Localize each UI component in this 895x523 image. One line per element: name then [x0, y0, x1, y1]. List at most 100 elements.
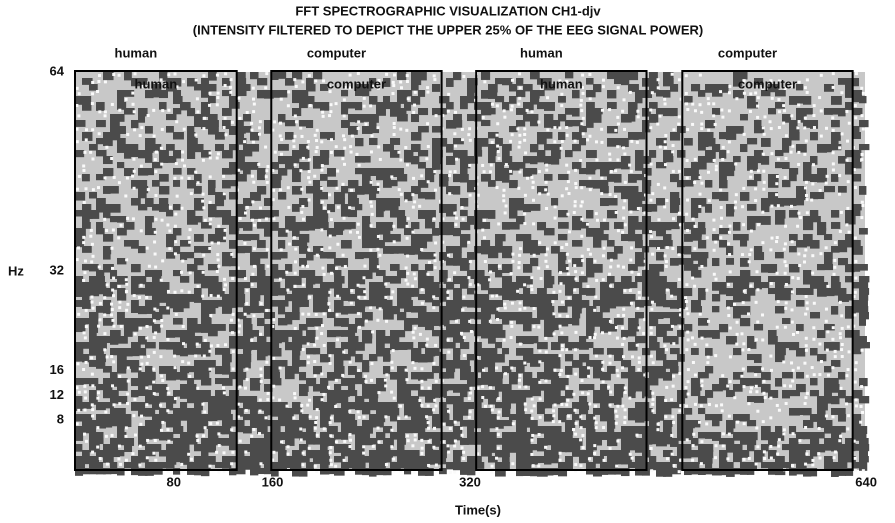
- texture-light: [329, 110, 332, 113]
- texture-dark: [446, 144, 454, 153]
- texture-light: [790, 205, 793, 208]
- texture-dark: [82, 342, 90, 349]
- texture-light: [496, 186, 499, 189]
- texture-light: [652, 361, 655, 364]
- texture-light: [384, 415, 387, 418]
- texture-dark: [530, 390, 541, 396]
- texture-dark: [719, 180, 728, 188]
- texture-light: [166, 409, 169, 412]
- texture-light: [601, 368, 604, 371]
- texture-light: [223, 192, 226, 195]
- texture-light: [854, 236, 857, 239]
- texture-light: [623, 421, 626, 424]
- texture-light: [202, 193, 205, 196]
- texture-light: [672, 144, 675, 147]
- texture-light: [482, 369, 485, 372]
- texture-light: [125, 283, 128, 286]
- texture-dark: [131, 288, 138, 295]
- texture-light: [574, 433, 577, 436]
- texture-dark: [747, 222, 756, 230]
- texture-dark: [96, 198, 106, 204]
- texture-light: [573, 289, 576, 292]
- texture-light: [223, 278, 226, 281]
- texture-light: [593, 309, 596, 312]
- texture-light: [294, 114, 297, 117]
- texture-light: [587, 392, 590, 395]
- texture-light: [390, 296, 393, 299]
- texture-light: [146, 325, 149, 328]
- texture-light: [363, 290, 366, 293]
- texture-light: [259, 398, 262, 401]
- texture-dark: [586, 90, 596, 97]
- texture-dark: [593, 240, 601, 248]
- texture-light: [735, 97, 738, 100]
- texture-dark: [845, 450, 852, 457]
- texture-dark: [810, 348, 818, 355]
- texture-light: [187, 236, 190, 239]
- texture-dark: [194, 186, 202, 194]
- texture-light: [664, 102, 667, 105]
- texture-light: [736, 321, 739, 324]
- texture-dark: [663, 402, 671, 409]
- texture-light: [524, 408, 527, 411]
- texture-light: [523, 362, 526, 365]
- texture-dark: [691, 234, 702, 241]
- texture-dark: [754, 276, 761, 283]
- texture-light: [308, 296, 311, 299]
- texture-light: [133, 110, 136, 113]
- texture-light: [197, 181, 200, 184]
- texture-light: [791, 308, 794, 311]
- texture-dark: [600, 372, 611, 380]
- texture-light: [239, 217, 242, 220]
- texture-light: [82, 164, 85, 167]
- texture-dark: [544, 270, 552, 277]
- texture-light: [400, 86, 403, 89]
- texture-light: [567, 415, 570, 418]
- texture-light: [180, 176, 183, 179]
- texture-light: [160, 147, 163, 150]
- texture-light: [83, 385, 86, 388]
- texture-light: [587, 366, 590, 369]
- texture-light: [481, 229, 484, 232]
- texture-light: [496, 134, 499, 137]
- texture-light: [393, 240, 396, 243]
- texture-dark: [397, 168, 404, 175]
- texture-light: [203, 354, 206, 357]
- texture-dark: [789, 390, 800, 396]
- texture-light: [782, 432, 785, 435]
- texture-light: [188, 177, 191, 180]
- texture-light: [784, 272, 787, 275]
- texture-light: [860, 216, 863, 219]
- segment-label: computer: [327, 76, 386, 91]
- texture-light: [593, 444, 596, 447]
- texture-dark: [502, 348, 509, 354]
- texture-light: [749, 110, 752, 113]
- texture-light: [769, 445, 772, 448]
- texture-light: [133, 294, 136, 297]
- texture-light: [279, 188, 282, 191]
- texture-light: [595, 158, 598, 161]
- texture-dark: [180, 444, 189, 450]
- texture-light: [272, 189, 275, 192]
- texture-light: [750, 248, 753, 251]
- texture-light: [481, 396, 484, 399]
- texture-light: [349, 231, 352, 234]
- texture-light: [428, 440, 431, 443]
- texture-dark: [740, 144, 747, 152]
- texture-light: [447, 93, 450, 96]
- texture-light: [344, 265, 347, 268]
- texture-light: [196, 434, 199, 437]
- texture-light: [216, 103, 219, 106]
- texture-light: [292, 416, 295, 419]
- texture-light: [131, 175, 134, 178]
- texture-dark: [453, 246, 462, 253]
- texture-dark: [586, 384, 594, 390]
- texture-light: [616, 374, 619, 377]
- texture-light: [721, 116, 724, 119]
- texture-light: [153, 319, 156, 322]
- texture-light: [131, 92, 134, 95]
- texture-dark: [194, 204, 203, 211]
- texture-dark: [509, 444, 516, 453]
- texture-light: [238, 117, 241, 120]
- texture-dark: [110, 204, 121, 213]
